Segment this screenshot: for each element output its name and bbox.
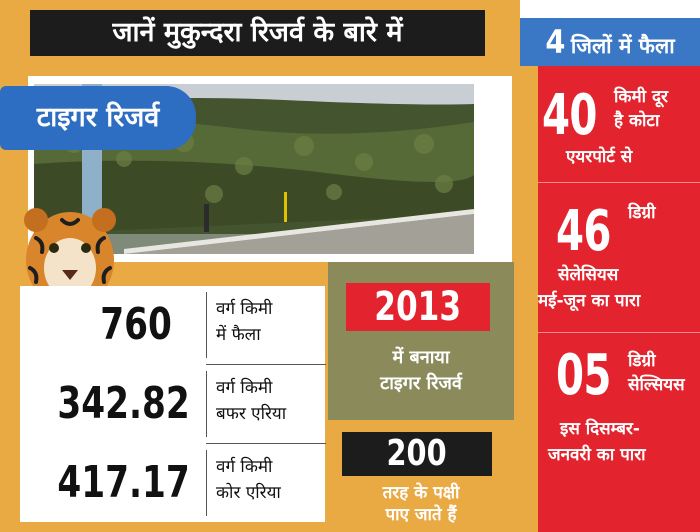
stat-label-line: वर्ग किमी (216, 378, 273, 398)
fact-line: जनवरी का पारा (548, 445, 646, 465)
stat-label: वर्ग किमी कोर एरिया (216, 454, 281, 506)
stat-row-buffer: 342.82 वर्ग किमी बफर एरिया (20, 365, 325, 443)
caption-line: तरह के पक्षी (382, 483, 460, 503)
fact-value: 05 (556, 343, 611, 408)
facts-column: 40 किमी दूर है कोटा एयरपोर्ट से 46 डिग्र… (538, 66, 700, 532)
districts-number: 4 (545, 23, 566, 61)
bird-caption: तरह के पक्षी पाए जाते हैं (328, 482, 514, 526)
caption-line: टाइगर रिजर्व (380, 373, 462, 394)
fact-winter-temp: 05 डिग्री सेल्सियस इस दिसम्बर- जनवरी का … (538, 332, 700, 532)
stat-label-line: बफर एरिया (216, 404, 287, 424)
stat-value: 417.17 (57, 457, 190, 508)
caption-line: में बनाया (392, 347, 450, 368)
stat-label: वर्ग किमी में फैला (216, 296, 272, 348)
stat-row-total: 760 वर्ग किमी में फैला (20, 286, 325, 364)
fact-line: है कोटा (614, 111, 660, 131)
fact-line: डिग्री (628, 203, 656, 223)
fact-line: सेल्सियस (628, 375, 685, 395)
established-caption: में बनाया टाइगर रिजर्व (328, 345, 514, 397)
fact-line: सेलेसियस (558, 265, 619, 285)
stat-value: 760 (100, 299, 172, 350)
stat-label-line: कोर एरिया (216, 483, 281, 503)
caption-line: पाए जाते हैं (385, 505, 457, 525)
divider (206, 364, 326, 365)
stat-label-line: वर्ग किमी (216, 299, 273, 319)
established-year: 2013 (346, 283, 490, 331)
page-title: जानें मुकुन्दरा रिजर्व के बारे में (30, 10, 485, 56)
stat-label-line: में फैला (216, 325, 261, 345)
fact-line: मई-जून का पारा (538, 291, 641, 311)
fact-line: किमी दूर (614, 87, 668, 107)
fact-summer-temp: 46 डिग्री सेलेसियस मई-जून का पारा (538, 182, 700, 333)
stat-value: 342.82 (57, 378, 190, 429)
divider (206, 450, 207, 516)
bird-count: 200 (342, 432, 492, 476)
tiger-image (6, 198, 134, 318)
stat-row-core: 417.17 वर्ग किमी कोर एरिया (20, 444, 325, 522)
stat-label-line: वर्ग किमी (216, 457, 273, 477)
fact-line: इस दिसम्बर- (560, 419, 640, 439)
fact-line: एयरपोर्ट से (566, 147, 633, 167)
fact-value: 40 (542, 83, 597, 148)
area-stats-table: 760 वर्ग किमी में फैला 342.82 वर्ग किमी … (20, 286, 326, 522)
stat-label: वर्ग किमी बफर एरिया (216, 375, 286, 427)
districts-banner: 4 जिलों में फैला (520, 18, 700, 66)
divider (206, 443, 326, 444)
divider (206, 371, 207, 437)
divider (206, 292, 207, 358)
fact-airport: 40 किमी दूर है कोटा एयरपोर्ट से (538, 66, 700, 183)
districts-text: जिलों में फैला (570, 34, 675, 58)
tiger-reserve-badge: टाइगर रिजर्व (0, 86, 196, 150)
fact-line: डिग्री (628, 351, 656, 371)
fact-value: 46 (556, 199, 611, 264)
